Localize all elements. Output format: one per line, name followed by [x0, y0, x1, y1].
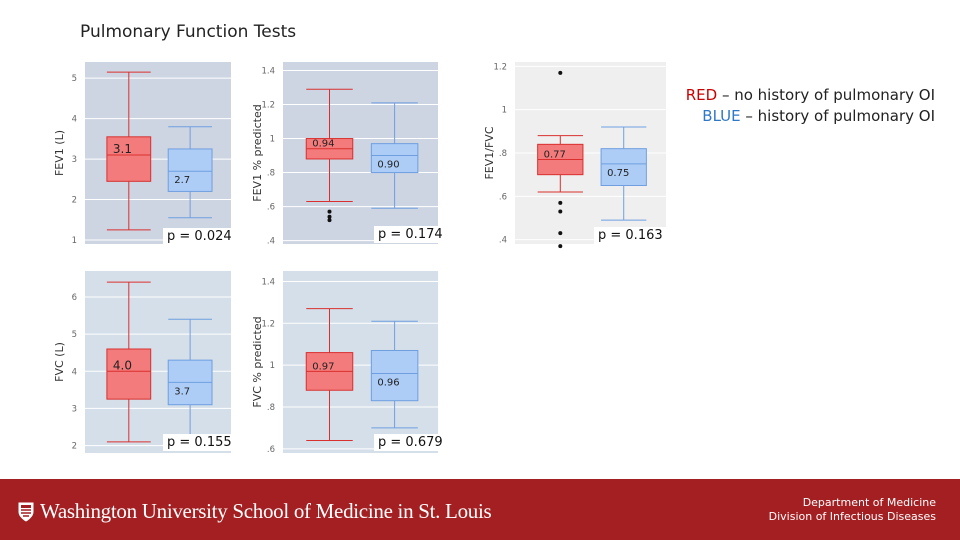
shield-icon — [18, 502, 34, 522]
red-box: 0.77 — [537, 70, 584, 249]
median-value-label: 0.77 — [544, 150, 566, 161]
iqr-box — [600, 148, 647, 187]
blue-box: 3.7 — [167, 318, 213, 437]
y-tick-label: 1 — [502, 106, 507, 116]
iqr-box — [370, 143, 419, 174]
iqr-box — [167, 148, 213, 192]
median-value-label: 0.94 — [312, 139, 334, 150]
division-name: Division of Infectious Diseases — [768, 510, 936, 523]
department-info: Department of Medicine Division of Infec… — [769, 496, 936, 524]
y-tick-label: 5 — [72, 74, 77, 84]
chart-panel-1: 1 2 3 4 5 FEV1 (L) 3.1 2.7 — [53, 62, 231, 246]
y-tick-label: .4 — [499, 236, 507, 246]
y-tick-label: 1.2 — [261, 101, 275, 111]
legend: RED – no history of pulmonary OI BLUE – … — [640, 85, 935, 127]
outlier-point — [327, 209, 332, 214]
median-value-label: 3.1 — [113, 142, 132, 156]
y-tick-label: 3 — [72, 404, 77, 414]
chart-panel-4: 2 3 4 5 6 FVC (L) 4.0 3.7 — [53, 271, 231, 453]
median-value-label: 0.96 — [377, 378, 399, 389]
department-name: Department of Medicine — [802, 496, 936, 509]
y-axis-label: FEV1 % predicted — [251, 104, 264, 201]
y-tick-label: 2 — [72, 442, 77, 452]
median-value-label: 0.90 — [377, 160, 399, 171]
chart-panel-5: .6 .8 1 1.2 1.4 FVC % predicted 0.97 0.96 — [251, 271, 438, 455]
y-tick-label: 1 — [270, 135, 275, 145]
p-value-label: p = 0.174 — [374, 226, 447, 243]
y-tick-label: 1 — [72, 236, 77, 246]
y-tick-label: 4 — [72, 367, 77, 377]
chart-panel-3: .4 .6 .8 1 1.2 FEV1/FVC 0.77 0.75 — [483, 62, 666, 249]
y-tick-label: 1.4 — [261, 277, 275, 287]
outlier-point — [558, 70, 563, 75]
blue-box: 0.96 — [370, 320, 419, 429]
outlier-point — [558, 200, 563, 205]
outlier-point — [558, 244, 563, 249]
y-axis-label: FEV1 (L) — [53, 130, 66, 176]
p-value-label: p = 0.163 — [594, 227, 667, 244]
legend-red-label: RED — [685, 86, 718, 104]
university-logo: Washington University School of Medicine… — [18, 499, 492, 524]
y-tick-label: 1 — [270, 361, 275, 371]
blue-box: 0.75 — [600, 126, 647, 221]
outlier-point — [558, 231, 563, 236]
iqr-box — [106, 136, 152, 182]
legend-red-line: RED – no history of pulmonary OI — [640, 85, 935, 106]
university-name: Washington University School of Medicine… — [40, 499, 492, 523]
y-axis-label: FVC % predicted — [251, 316, 264, 407]
outlier-point — [558, 209, 563, 214]
legend-blue-text: – history of pulmonary OI — [740, 107, 935, 125]
p-value-label: p = 0.024 — [163, 228, 236, 245]
y-tick-label: .8 — [267, 169, 275, 179]
y-tick-label: 5 — [72, 330, 77, 340]
y-tick-label: .8 — [267, 403, 275, 413]
y-tick-label: 2 — [72, 196, 77, 206]
median-value-label: 3.7 — [174, 386, 190, 397]
slide-title: Pulmonary Function Tests — [80, 22, 297, 42]
median-value-label: 4.0 — [113, 358, 132, 372]
y-tick-label: 6 — [72, 293, 77, 303]
blue-box: 2.7 — [167, 126, 213, 219]
red-box: 3.1 — [106, 71, 152, 231]
y-axis-label: FEV1/FVC — [483, 126, 496, 179]
outlier-point — [327, 218, 332, 223]
median-value-label: 0.97 — [312, 361, 334, 372]
p-value-label: p = 0.679 — [374, 434, 447, 451]
footer-bar: Washington University School of Medicine… — [0, 479, 960, 540]
y-tick-label: 1.2 — [493, 62, 507, 72]
legend-blue-line: BLUE – history of pulmonary OI — [640, 106, 935, 127]
y-tick-label: .6 — [267, 445, 275, 455]
legend-red-text: – no history of pulmonary OI — [717, 86, 935, 104]
median-value-label: 0.75 — [607, 168, 629, 179]
red-box: 0.94 — [305, 88, 354, 223]
chart-panel-2: .4 .6 .8 1 1.2 1.4 FEV1 % predicted 0.94 0.90 — [251, 62, 438, 247]
y-tick-label: 4 — [72, 115, 77, 125]
y-tick-label: .6 — [267, 203, 275, 213]
y-tick-label: 1.4 — [261, 67, 275, 77]
y-tick-label: 1.2 — [261, 319, 275, 329]
red-box: 4.0 — [106, 281, 152, 443]
iqr-box — [106, 348, 152, 400]
y-tick-label: .8 — [499, 149, 507, 159]
red-box: 0.97 — [305, 308, 354, 441]
blue-box: 0.90 — [370, 102, 419, 209]
y-axis-label: FVC (L) — [53, 342, 66, 382]
legend-blue-label: BLUE — [702, 107, 741, 125]
p-value-label: p = 0.155 — [163, 434, 236, 451]
iqr-box — [370, 349, 419, 402]
y-tick-label: .6 — [499, 192, 507, 202]
outlier-point — [327, 214, 332, 219]
median-value-label: 2.7 — [174, 175, 190, 186]
y-tick-label: .4 — [267, 237, 275, 247]
y-tick-label: 3 — [72, 155, 77, 165]
